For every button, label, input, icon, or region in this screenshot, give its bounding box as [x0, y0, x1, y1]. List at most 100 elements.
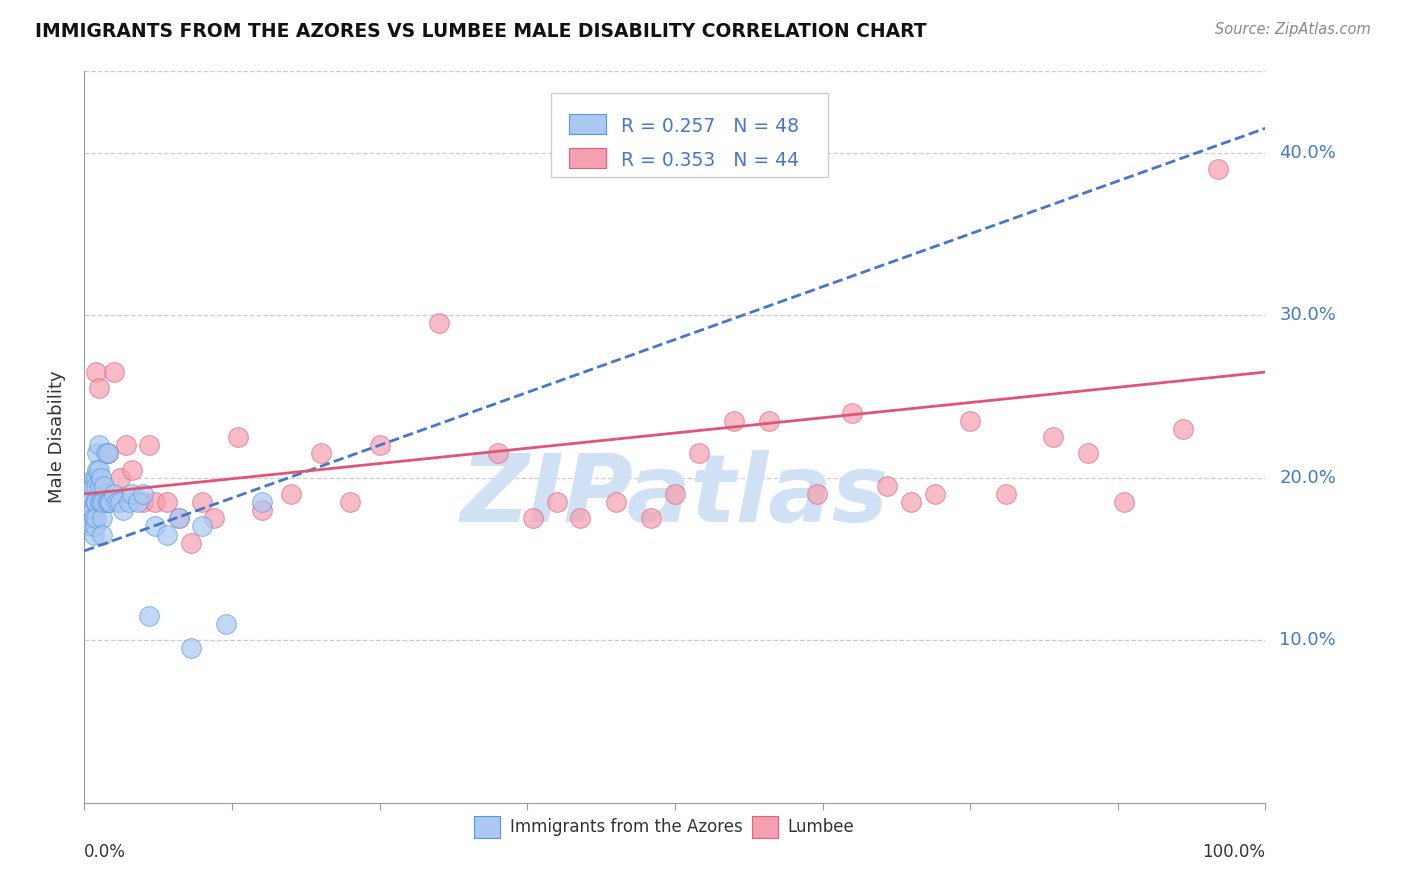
Point — [156, 527, 179, 541]
Point — [84, 365, 107, 379]
Point — [86, 462, 108, 476]
Point — [98, 495, 121, 509]
Point — [339, 495, 361, 509]
Point — [90, 471, 112, 485]
Point — [82, 503, 104, 517]
Text: IMMIGRANTS FROM THE AZORES VS LUMBEE MALE DISABILITY CORRELATION CHART: IMMIGRANTS FROM THE AZORES VS LUMBEE MAL… — [35, 22, 927, 41]
Point — [202, 511, 225, 525]
Text: 20.0%: 20.0% — [1279, 468, 1336, 487]
Point — [121, 487, 143, 501]
Bar — [568, 148, 606, 168]
Point — [108, 495, 131, 509]
Point — [103, 365, 125, 379]
Text: 10.0%: 10.0% — [1279, 632, 1336, 649]
Point — [112, 503, 135, 517]
Point — [84, 495, 107, 509]
Bar — [752, 816, 778, 838]
Point — [723, 414, 745, 428]
Point — [605, 495, 627, 509]
Bar — [474, 816, 501, 838]
Point — [143, 495, 166, 509]
Point — [280, 487, 302, 501]
Point — [96, 495, 118, 509]
Point — [138, 608, 160, 623]
Text: Lumbee: Lumbee — [787, 818, 853, 836]
Point — [118, 495, 141, 509]
Point — [167, 511, 190, 525]
Point — [758, 414, 780, 428]
Point — [1077, 446, 1099, 460]
Point — [83, 527, 105, 541]
Point — [84, 479, 107, 493]
Point — [167, 511, 190, 525]
Point — [87, 462, 110, 476]
Point — [84, 471, 107, 485]
Point — [84, 519, 107, 533]
Point — [309, 446, 332, 460]
Point — [98, 495, 121, 509]
Point — [180, 641, 202, 656]
Point — [215, 617, 238, 632]
Point — [250, 503, 273, 517]
Point — [1206, 161, 1229, 176]
Point — [368, 438, 391, 452]
Point — [841, 406, 863, 420]
Point — [1171, 422, 1194, 436]
Point — [80, 511, 103, 525]
Point — [80, 519, 103, 533]
Point — [87, 381, 110, 395]
Point — [156, 495, 179, 509]
Point — [107, 495, 129, 509]
Point — [688, 446, 710, 460]
Point — [427, 316, 450, 330]
Text: 30.0%: 30.0% — [1279, 306, 1336, 324]
Point — [108, 471, 131, 485]
Y-axis label: Male Disability: Male Disability — [48, 371, 66, 503]
Point — [90, 495, 112, 509]
Point — [994, 487, 1017, 501]
Point — [806, 487, 828, 501]
Point — [97, 446, 120, 460]
Point — [82, 479, 104, 493]
Point — [664, 487, 686, 501]
Point — [132, 495, 155, 509]
Point — [89, 479, 111, 493]
Point — [83, 511, 105, 525]
Point — [250, 495, 273, 509]
Point — [93, 479, 115, 493]
Point — [1042, 430, 1064, 444]
Point — [91, 511, 114, 525]
Point — [138, 438, 160, 452]
Point — [79, 495, 101, 509]
Point — [97, 446, 120, 460]
Point — [1112, 495, 1135, 509]
Text: 40.0%: 40.0% — [1279, 144, 1336, 161]
Text: Immigrants from the Azores: Immigrants from the Azores — [509, 818, 742, 836]
Text: 100.0%: 100.0% — [1202, 843, 1265, 861]
Text: R = 0.257   N = 48: R = 0.257 N = 48 — [620, 117, 799, 136]
Point — [924, 487, 946, 501]
Point — [486, 446, 509, 460]
Point — [103, 487, 125, 501]
Point — [640, 511, 662, 525]
Point — [226, 430, 249, 444]
Point — [546, 495, 568, 509]
Point — [86, 446, 108, 460]
Point — [959, 414, 981, 428]
Point — [876, 479, 898, 493]
Point — [83, 471, 105, 485]
Point — [89, 495, 111, 509]
Text: Source: ZipAtlas.com: Source: ZipAtlas.com — [1215, 22, 1371, 37]
Point — [84, 495, 107, 509]
Point — [94, 446, 117, 460]
Text: ZIPatlas: ZIPatlas — [461, 450, 889, 541]
Point — [84, 511, 107, 525]
Point — [127, 495, 149, 509]
Point — [191, 495, 214, 509]
Point — [522, 511, 544, 525]
Point — [91, 495, 114, 509]
Point — [569, 511, 592, 525]
Point — [132, 487, 155, 501]
Text: R = 0.353   N = 44: R = 0.353 N = 44 — [620, 151, 799, 170]
Text: 0.0%: 0.0% — [84, 843, 127, 861]
